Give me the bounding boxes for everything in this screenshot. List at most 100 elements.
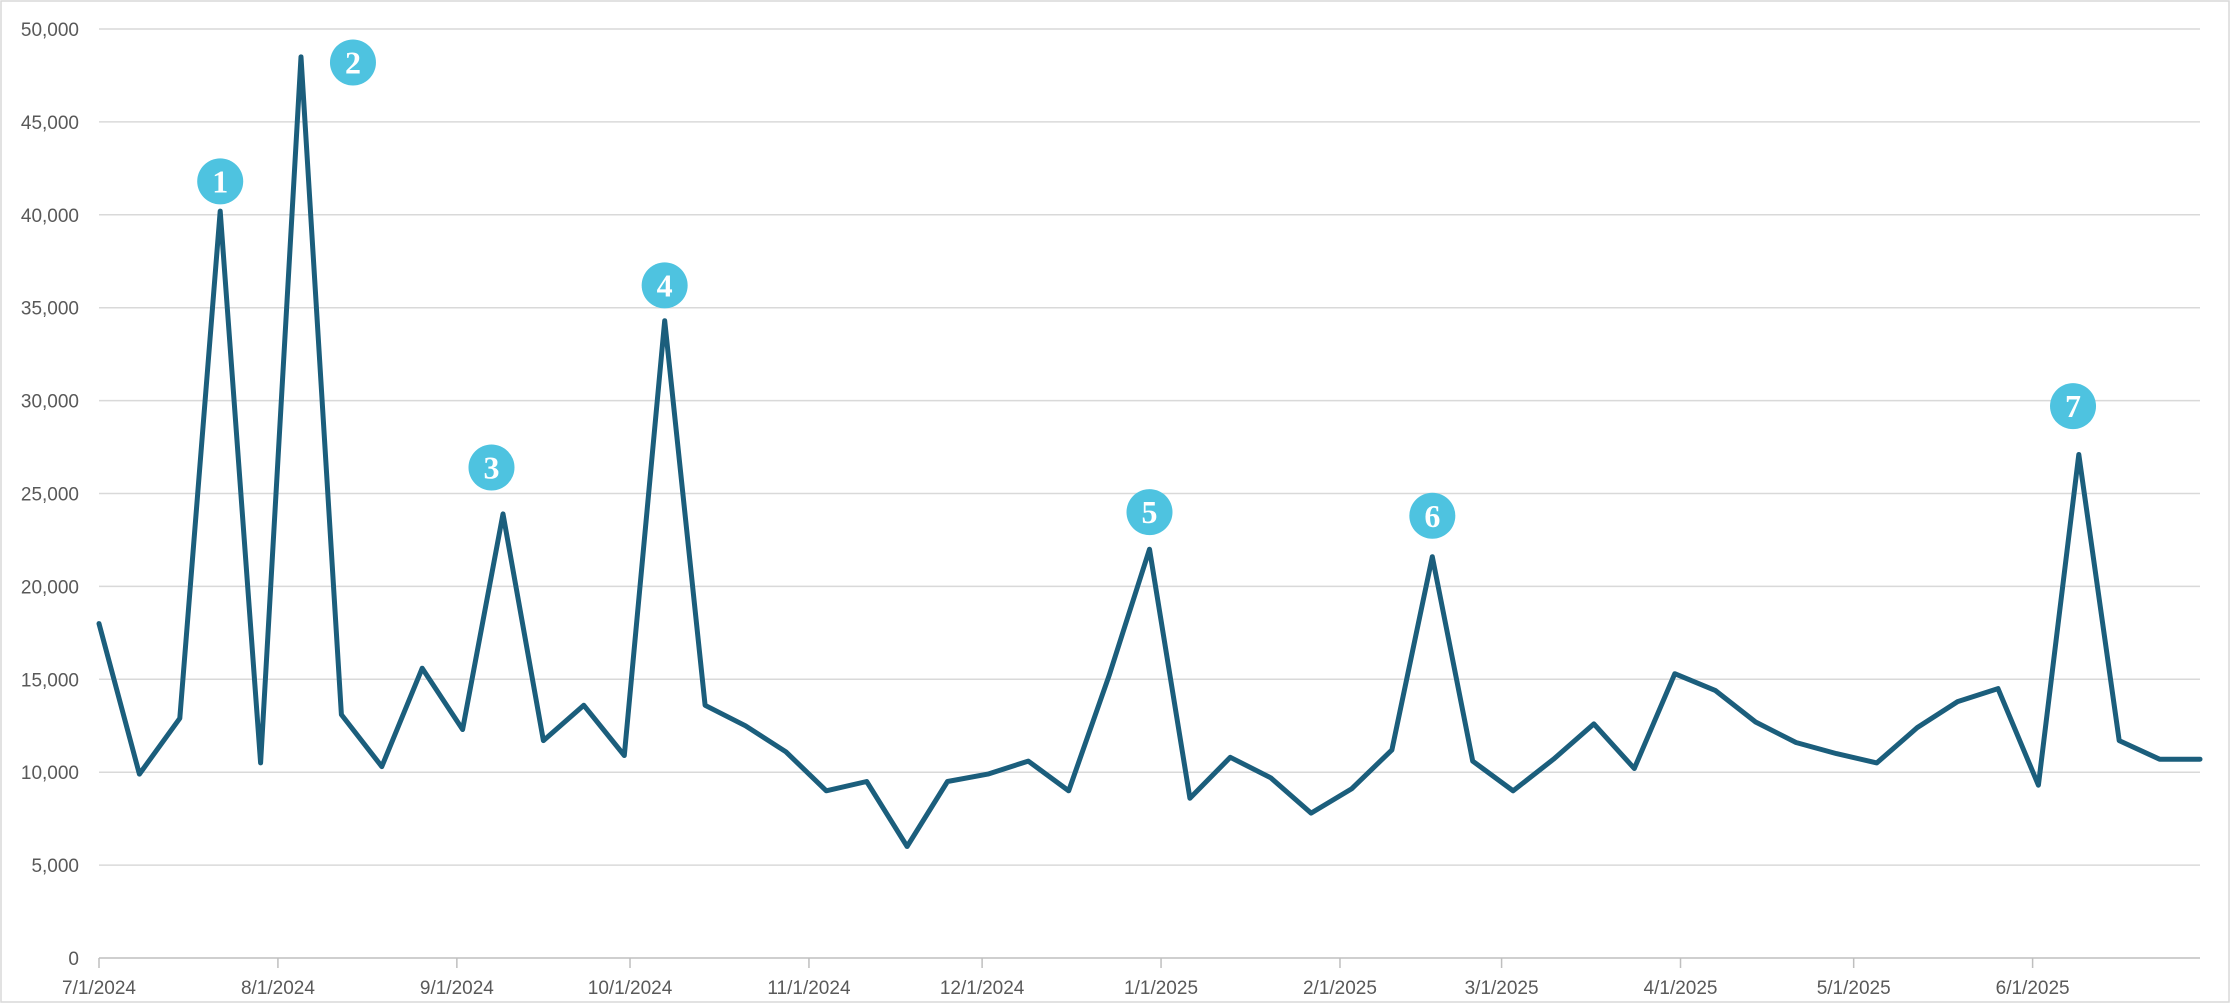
- series-line: [96, 54, 2203, 849]
- data-point: [742, 723, 748, 729]
- y-tick-label: 50,000: [21, 20, 79, 41]
- data-point: [1429, 554, 1435, 560]
- annotation-marker: 7: [2050, 383, 2097, 430]
- data-point: [298, 54, 304, 60]
- x-tick-label: 3/1/2025: [1465, 978, 1539, 999]
- y-tick-label: 45,000: [21, 113, 79, 134]
- x-tick-label: 5/1/2025: [1817, 978, 1891, 999]
- data-point: [985, 771, 991, 777]
- x-tick-label: 4/1/2025: [1644, 978, 1718, 999]
- data-point: [1308, 810, 1314, 816]
- data-point: [1349, 786, 1355, 792]
- data-point: [419, 665, 425, 671]
- annotation-circle: [641, 262, 688, 309]
- y-tick-label: 40,000: [21, 206, 79, 227]
- data-point: [823, 788, 829, 794]
- y-tick-label: 15,000: [21, 670, 79, 691]
- data-point: [1914, 725, 1920, 731]
- annotation-markers: 1 2 3 4 5 6 7: [197, 39, 2097, 539]
- y-axis-tick-labels: 0 5,000 10,000 15,000 20,000 25,000 30,000 35,0…: [21, 20, 79, 970]
- x-tick-label: 10/1/2024: [588, 978, 673, 999]
- data-point: [1389, 747, 1395, 753]
- data-point: [1753, 719, 1759, 725]
- annotation-circle: [1126, 489, 1173, 536]
- data-point: [2116, 738, 2122, 744]
- annotation-label: 2: [345, 44, 361, 80]
- data-point: [379, 764, 385, 770]
- annotation-marker: 5: [1126, 489, 1173, 536]
- y-tick-label: 5,000: [31, 856, 79, 877]
- data-point: [1793, 739, 1799, 745]
- data-point: [96, 621, 102, 627]
- data-point: [944, 778, 950, 784]
- data-point: [1955, 699, 1961, 705]
- data-point: [904, 844, 910, 850]
- series-layer: [96, 54, 2203, 850]
- data-point: [1470, 758, 1476, 764]
- data-point: [540, 738, 546, 744]
- annotation-marker: 4: [641, 262, 688, 309]
- x-tick-label: 1/1/2025: [1124, 978, 1198, 999]
- annotation-label: 6: [1424, 498, 1440, 534]
- data-point: [1551, 756, 1557, 762]
- annotation-marker: 6: [1409, 492, 1456, 539]
- y-tick-label: 35,000: [21, 299, 79, 320]
- data-point: [1672, 671, 1678, 677]
- x-tick-label: 6/1/2025: [1996, 978, 2070, 999]
- annotation-circle: [197, 158, 244, 205]
- data-point: [662, 318, 668, 324]
- data-point: [1631, 765, 1637, 771]
- y-tick-label: 30,000: [21, 392, 79, 413]
- data-point: [1995, 686, 2001, 692]
- data-point: [338, 712, 344, 718]
- annotation-marker: 2: [329, 39, 376, 86]
- data-point: [1712, 687, 1718, 693]
- data-point: [500, 511, 506, 517]
- data-point: [702, 702, 708, 708]
- data-point: [1510, 788, 1516, 794]
- x-tick-label: 7/1/2024: [62, 978, 136, 999]
- data-point: [1227, 754, 1233, 760]
- data-point: [621, 752, 627, 758]
- data-point: [864, 778, 870, 784]
- data-point: [2197, 756, 2203, 762]
- data-point: [2076, 451, 2082, 457]
- y-tick-label: 0: [68, 949, 79, 970]
- x-tick-label: 11/1/2024: [767, 978, 851, 999]
- y-tick-label: 10,000: [21, 763, 79, 784]
- annotation-label: 7: [2065, 388, 2081, 424]
- x-tick-label: 9/1/2024: [420, 978, 494, 999]
- annotation-label: 4: [657, 267, 673, 303]
- x-tick-label: 12/1/2024: [940, 978, 1025, 999]
- data-point: [258, 760, 264, 766]
- data-point: [1025, 758, 1031, 764]
- x-axis-tick-labels: 7/1/2024 8/1/2024 9/1/2024 10/1/2024 11/1/20…: [62, 978, 2070, 999]
- x-tick-label: 2/1/2025: [1303, 978, 1377, 999]
- grid-lines: [99, 28, 2200, 866]
- data-point: [783, 749, 789, 755]
- data-point: [581, 702, 587, 708]
- data-point: [1066, 788, 1072, 794]
- annotation-circle: [329, 39, 376, 86]
- data-point: [1591, 721, 1597, 727]
- data-point: [1268, 775, 1274, 781]
- axes: [98, 957, 2200, 968]
- data-point: [217, 208, 223, 214]
- data-point: [1187, 795, 1193, 801]
- annotation-circle: [1409, 492, 1456, 539]
- data-point: [136, 771, 142, 777]
- data-point: [460, 726, 466, 732]
- data-point: [1147, 546, 1153, 552]
- annotation-label: 3: [483, 449, 499, 485]
- data-point: [1874, 760, 1880, 766]
- y-tick-label: 20,000: [21, 577, 79, 598]
- annotation-label: 1: [212, 163, 228, 199]
- annotation-circle: [2050, 383, 2097, 430]
- annotation-circle: [468, 444, 515, 491]
- data-point: [1106, 673, 1112, 679]
- data-point: [1833, 751, 1839, 757]
- annotation-marker: 1: [197, 158, 244, 205]
